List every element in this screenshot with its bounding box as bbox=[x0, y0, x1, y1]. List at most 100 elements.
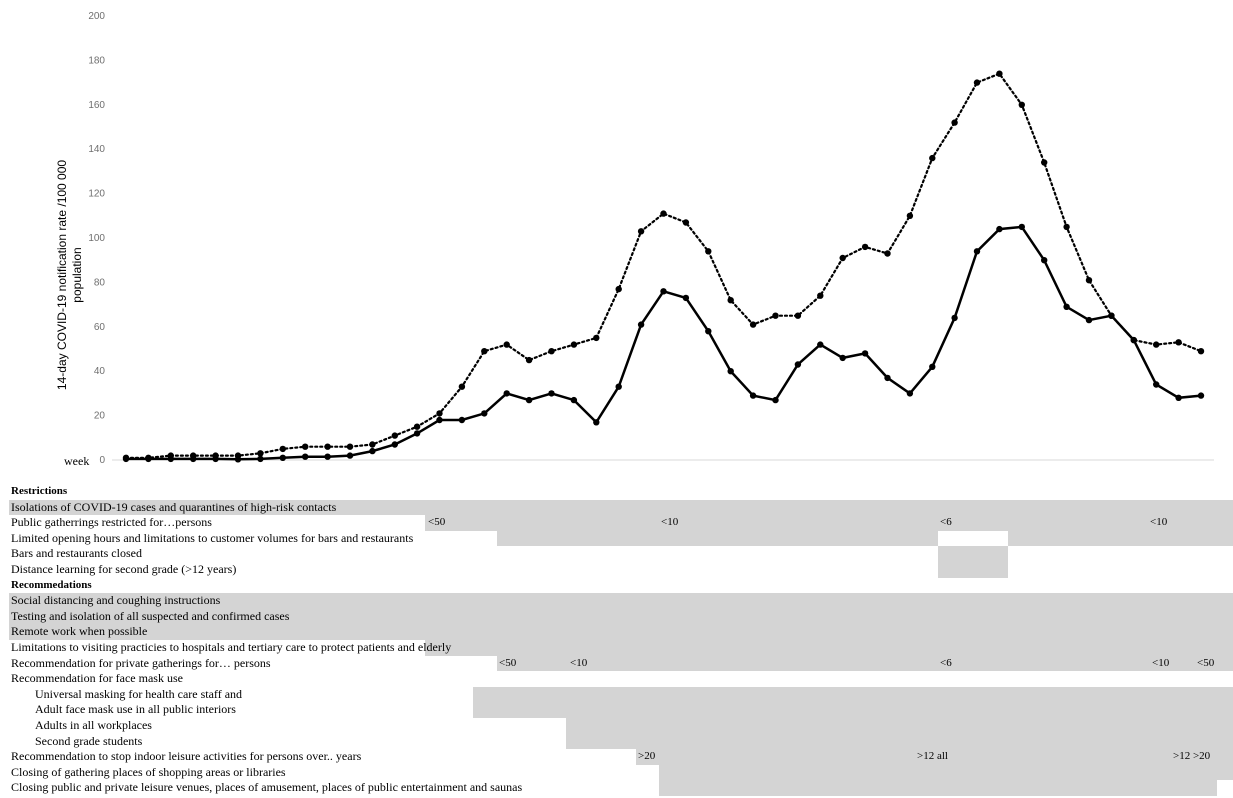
row-label-bars-closed: Bars and restaurants closed bbox=[11, 546, 142, 561]
row-label-indoor-leisure: Recommendation to stop indoor leisure ac… bbox=[11, 749, 362, 764]
data-point-dotted bbox=[615, 285, 622, 293]
data-point-dotted bbox=[705, 248, 712, 255]
data-point-dotted bbox=[1063, 223, 1070, 231]
data-point-dotted bbox=[413, 423, 421, 430]
data-point-dotted bbox=[727, 297, 734, 304]
data-point-dotted bbox=[302, 443, 309, 450]
data-point-dotted bbox=[324, 443, 331, 450]
data-point-dotted bbox=[682, 219, 690, 226]
table-row: Remote work when possible bbox=[0, 624, 1233, 640]
y-tick-label: 120 bbox=[88, 189, 105, 200]
data-point-solid bbox=[458, 416, 466, 424]
data-point-dotted bbox=[906, 212, 914, 219]
data-point-solid bbox=[996, 225, 1003, 233]
data-point-solid bbox=[749, 392, 757, 399]
measure-bar bbox=[938, 562, 1008, 578]
table-row: Universal masking for health care staff … bbox=[0, 686, 1233, 703]
table-row: Adults in all workplaces bbox=[0, 718, 1233, 734]
data-point-dotted bbox=[749, 321, 757, 328]
row-label-testing: Testing and isolation of all suspected a… bbox=[11, 608, 290, 623]
y-tick-label: 80 bbox=[94, 277, 106, 288]
data-point-solid bbox=[234, 456, 242, 463]
data-point-solid bbox=[145, 455, 152, 463]
measure-bar bbox=[9, 593, 1233, 609]
series-line-solid bbox=[126, 225, 1202, 461]
y-tick-label: 180 bbox=[88, 55, 105, 66]
data-point-dotted bbox=[257, 450, 264, 457]
table-row: Bars and restaurants closed bbox=[0, 546, 1233, 562]
data-point-solid bbox=[929, 363, 936, 370]
measure-bar bbox=[497, 655, 1233, 672]
measure-bar bbox=[659, 764, 1233, 781]
table-row: Restrictions bbox=[0, 484, 1233, 500]
data-point-dotted bbox=[1175, 339, 1182, 346]
data-point-solid bbox=[973, 248, 981, 255]
row-label-distance-learning: Distance learning for second grade (>12 … bbox=[11, 562, 237, 576]
data-point-solid bbox=[391, 441, 398, 448]
data-point-solid bbox=[772, 396, 779, 404]
measure-bar bbox=[425, 640, 1233, 656]
data-point-dotted bbox=[481, 348, 488, 355]
data-point-solid bbox=[1175, 394, 1182, 401]
data-point-dotted bbox=[884, 250, 891, 257]
data-point-solid bbox=[190, 455, 197, 463]
data-point-dotted bbox=[391, 432, 398, 439]
data-point-dotted bbox=[548, 348, 555, 355]
data-point-solid bbox=[525, 396, 533, 404]
table-row: Public gatherrings restricted for…person… bbox=[0, 515, 1233, 531]
series-line-dotted bbox=[124, 72, 1203, 459]
data-point-dotted bbox=[973, 79, 981, 86]
table-row: Adult face mask use in all public interi… bbox=[0, 702, 1233, 718]
private-gatherings-mark: <50 bbox=[1197, 656, 1215, 669]
data-point-dotted bbox=[817, 292, 824, 299]
data-point-solid bbox=[951, 314, 958, 322]
measure-bar bbox=[473, 686, 1233, 703]
data-point-dotted bbox=[1041, 159, 1048, 166]
data-point-dotted bbox=[436, 410, 443, 417]
y-tick-label: 20 bbox=[94, 411, 106, 422]
table-row: Isolations of COVID-19 cases and quarant… bbox=[0, 499, 1233, 516]
data-point-dotted bbox=[1197, 348, 1205, 355]
data-point-solid bbox=[1018, 223, 1025, 231]
public-gatherings-mark: <50 bbox=[428, 516, 446, 529]
y-tick-label: 200 bbox=[88, 11, 105, 22]
private-gatherings-mark: <10 bbox=[570, 656, 588, 669]
data-point-solid bbox=[682, 294, 690, 302]
data-point-dotted bbox=[951, 119, 958, 126]
data-point-solid bbox=[637, 321, 645, 328]
data-point-solid bbox=[122, 455, 130, 463]
recommendations-header: Recommedations bbox=[11, 578, 92, 591]
public-gatherings-mark: <10 bbox=[1150, 516, 1168, 529]
row-label-social-distancing: Social distancing and coughing instructi… bbox=[11, 593, 221, 608]
data-point-solid bbox=[615, 383, 622, 390]
data-point-solid bbox=[167, 455, 174, 463]
table-row: Limitations to visiting practicies to ho… bbox=[0, 640, 1233, 656]
data-point-solid bbox=[1153, 381, 1160, 388]
data-point-solid bbox=[727, 368, 734, 375]
series-dotted bbox=[122, 70, 1205, 461]
y-axis-label-line2: population bbox=[70, 247, 84, 302]
y-tick-label: 140 bbox=[88, 144, 105, 155]
measure-bar bbox=[566, 733, 1233, 750]
table-row: Recommendation for face mask use bbox=[0, 671, 1233, 687]
measure-bar bbox=[473, 702, 1233, 718]
measure-bar bbox=[425, 515, 1233, 531]
data-point-solid bbox=[503, 390, 510, 397]
data-point-solid bbox=[324, 453, 331, 460]
row-label-remote-work: Remote work when possible bbox=[11, 624, 148, 639]
data-point-solid bbox=[302, 453, 309, 460]
measure-gap bbox=[938, 530, 1008, 547]
data-point-dotted bbox=[1085, 277, 1093, 284]
y-axis-label: 14-day COVID-19 notification rate /100 0… bbox=[55, 160, 69, 390]
y-tick-label: 60 bbox=[94, 322, 106, 333]
data-point-solid bbox=[861, 350, 869, 357]
table-row: Recommedations bbox=[0, 578, 1233, 594]
table-row: Closing of gathering places of shopping … bbox=[0, 764, 1233, 781]
x-axis-label: week bbox=[64, 454, 89, 468]
row-label-closing-shopping: Closing of gathering places of shopping … bbox=[11, 764, 286, 779]
measure-bar bbox=[938, 546, 1008, 562]
private-gatherings-mark: <10 bbox=[1152, 656, 1170, 669]
row-label-mask-adult: Adult face mask use in all public interi… bbox=[35, 702, 236, 717]
data-point-solid bbox=[481, 410, 488, 417]
